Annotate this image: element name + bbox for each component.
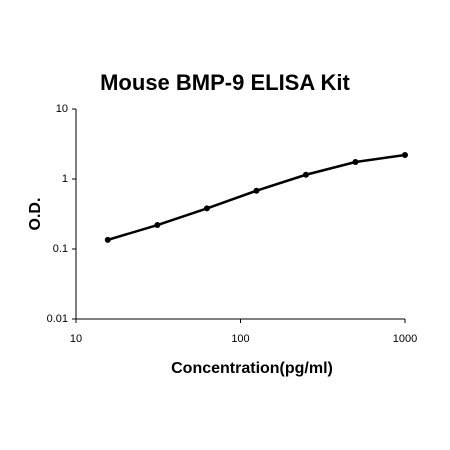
- data-point: [203, 205, 210, 212]
- y-tick-label: 0.01: [47, 313, 68, 325]
- data-point: [253, 187, 260, 194]
- data-point: [302, 171, 309, 178]
- x-tick-label: 100: [231, 333, 249, 345]
- data-point: [352, 158, 359, 165]
- data-point: [104, 236, 111, 243]
- x-tick-label: 1000: [393, 333, 417, 345]
- x-tick-label: 10: [70, 333, 82, 345]
- data-point: [154, 222, 161, 229]
- data-line: [107, 153, 406, 242]
- y-tick-label: 0.1: [53, 243, 68, 255]
- data-point: [402, 152, 408, 159]
- y-tick-label: 1: [62, 173, 68, 185]
- x-axis-label: Concentration(pg/ml): [171, 360, 333, 377]
- chart-title: Mouse BMP-9 ELISA Kit: [100, 70, 350, 95]
- y-axis-label: O.D.: [27, 198, 44, 231]
- y-tick-label: 10: [56, 103, 68, 115]
